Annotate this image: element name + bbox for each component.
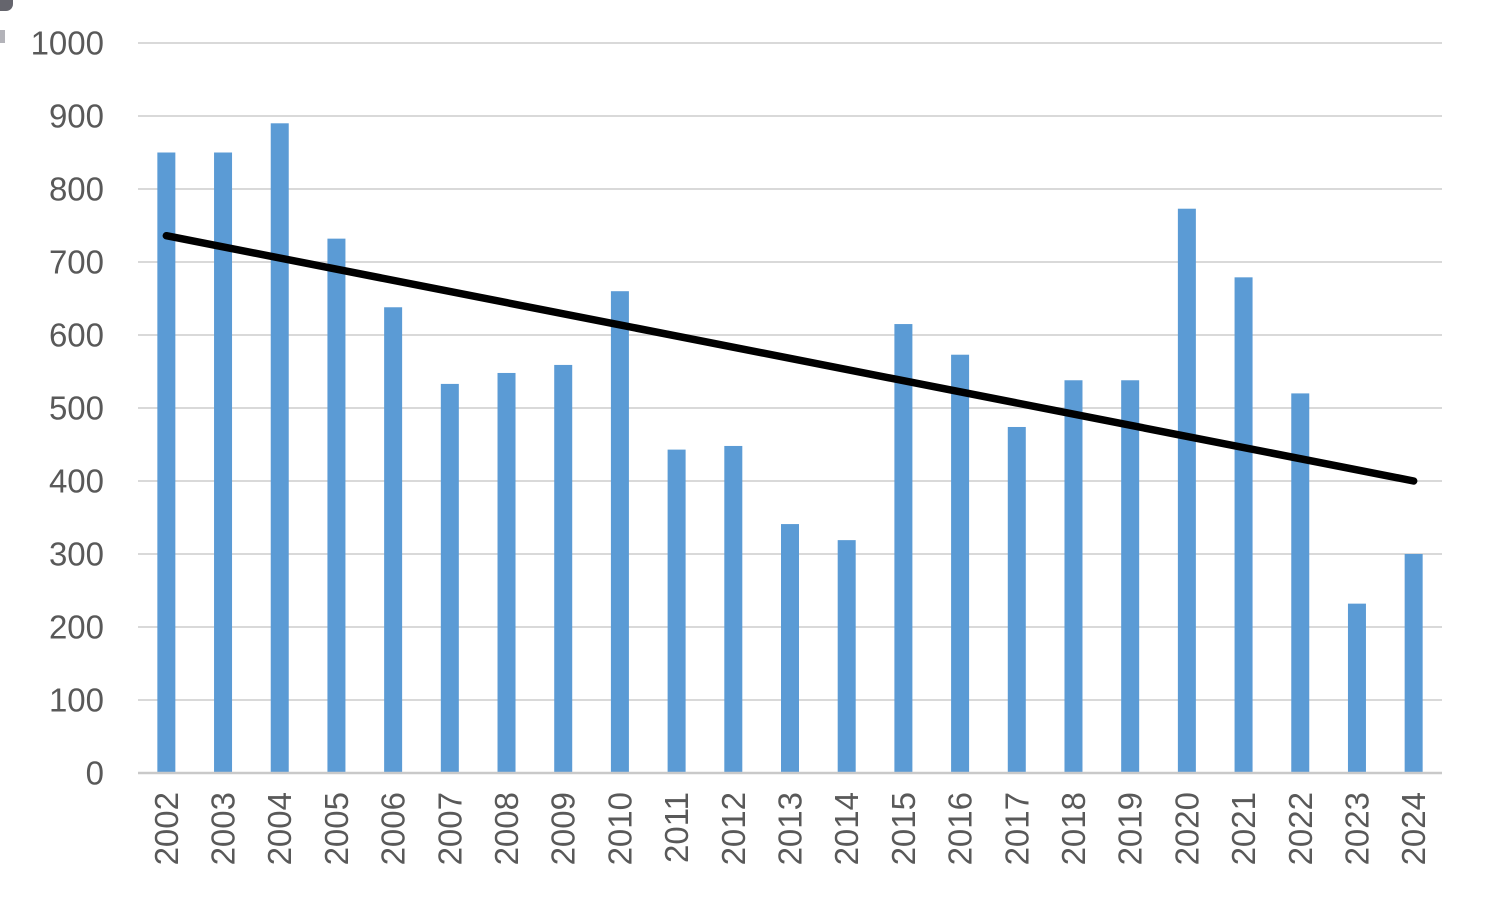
x-tick-label-2006: 2006 bbox=[375, 792, 412, 865]
y-tick-label: 900 bbox=[49, 98, 104, 135]
bar-2019 bbox=[1121, 380, 1140, 773]
cropped-text-artifact bbox=[0, 30, 5, 43]
x-tick-label-2004: 2004 bbox=[261, 792, 298, 865]
bar-2017 bbox=[1007, 426, 1026, 773]
x-tick-label-2008: 2008 bbox=[488, 792, 525, 865]
x-tick-label-2009: 2009 bbox=[545, 792, 582, 865]
bar-2007 bbox=[440, 383, 459, 773]
x-tick-label-2022: 2022 bbox=[1282, 792, 1319, 865]
bar-2020 bbox=[1177, 208, 1196, 773]
bar-2012 bbox=[724, 445, 743, 773]
bar-2018 bbox=[1064, 380, 1083, 773]
bar-2015 bbox=[894, 324, 913, 773]
x-tick-label-2014: 2014 bbox=[828, 792, 865, 865]
x-tick-label-2003: 2003 bbox=[205, 792, 242, 865]
bar-2016 bbox=[951, 354, 970, 773]
x-tick-label-2019: 2019 bbox=[1112, 792, 1149, 865]
bar-2009 bbox=[554, 364, 573, 773]
bar-2011 bbox=[667, 449, 686, 773]
bar-2021 bbox=[1234, 277, 1253, 773]
bar-2022 bbox=[1291, 393, 1310, 773]
trend-line bbox=[162, 231, 1418, 485]
bar-2002 bbox=[157, 152, 176, 773]
bar-2010 bbox=[610, 291, 629, 773]
x-tick-label-2005: 2005 bbox=[318, 792, 355, 865]
y-tick-label: 500 bbox=[49, 390, 104, 427]
y-tick-label: 400 bbox=[49, 463, 104, 500]
y-tick-label: 800 bbox=[49, 171, 104, 208]
x-tick-label-2017: 2017 bbox=[998, 792, 1035, 865]
x-tick-label-2015: 2015 bbox=[885, 792, 922, 865]
bar-2024 bbox=[1404, 554, 1423, 773]
x-tick-label-2011: 2011 bbox=[658, 792, 695, 863]
y-tick-label: 100 bbox=[49, 682, 104, 719]
x-tick-label-2016: 2016 bbox=[942, 792, 979, 865]
y-tick-label: 200 bbox=[49, 609, 104, 646]
bar-2008 bbox=[497, 372, 516, 773]
x-tick-label-2002: 2002 bbox=[148, 792, 185, 865]
bar-2006 bbox=[384, 307, 403, 773]
bar-2013 bbox=[781, 524, 799, 773]
y-tick-label: 300 bbox=[49, 536, 104, 573]
bar-2014 bbox=[837, 540, 856, 773]
x-tick-label-2024: 2024 bbox=[1395, 792, 1432, 865]
bar-2005 bbox=[327, 238, 346, 773]
x-tick-label-2023: 2023 bbox=[1338, 792, 1375, 865]
bar-2023 bbox=[1347, 603, 1366, 773]
x-tick-label-2021: 2021 bbox=[1225, 792, 1262, 865]
x-tick-label-2007: 2007 bbox=[431, 792, 468, 865]
x-tick-label-2013: 2013 bbox=[772, 792, 809, 865]
x-tick-label-2020: 2020 bbox=[1168, 792, 1205, 865]
y-tick-label: 600 bbox=[49, 317, 104, 354]
x-tick-label-2010: 2010 bbox=[601, 792, 638, 865]
cropped-text-artifact bbox=[0, 0, 13, 11]
y-tick-label: 0 bbox=[86, 755, 104, 792]
bar-2003 bbox=[214, 152, 233, 773]
y-tick-label: 700 bbox=[49, 244, 104, 281]
x-tick-label-2012: 2012 bbox=[715, 792, 752, 865]
y-tick-label: 1000 bbox=[31, 25, 104, 62]
bar-2004 bbox=[270, 123, 289, 774]
x-tick-label-2018: 2018 bbox=[1055, 792, 1092, 865]
